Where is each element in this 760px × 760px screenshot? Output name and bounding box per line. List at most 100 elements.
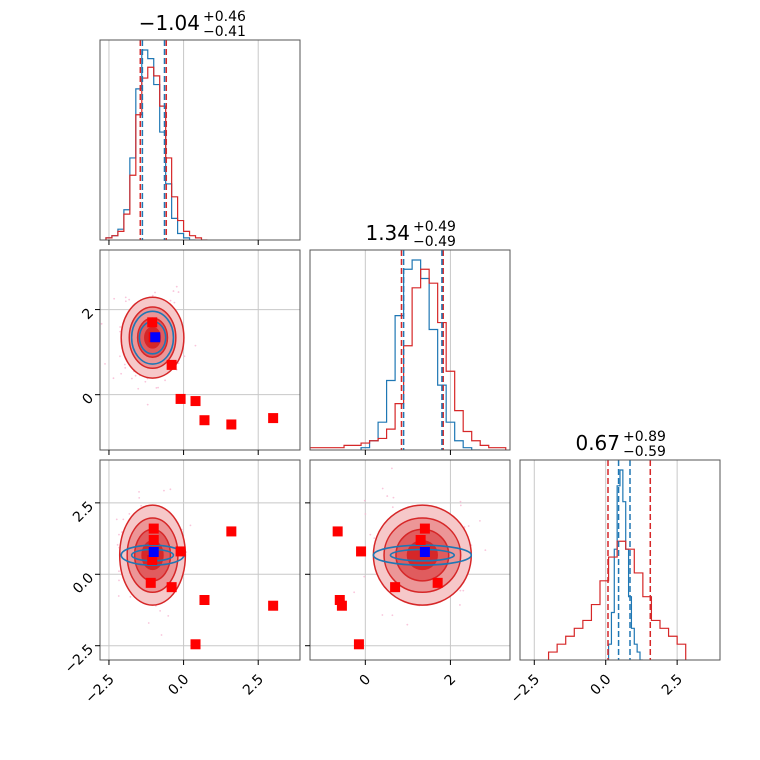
pair-cell-0-1-sample-21 [173,301,176,304]
pair-cell-1-2-sample-82 [391,506,394,509]
pair-cell-0-1-sample-122 [137,387,140,390]
pair-cell-0-2-sample-25 [115,518,118,521]
pair-cell-0-1-sample-46 [112,377,115,380]
pair-cell-0-1-sample-44 [155,386,158,389]
pair-cell-0-2-sample-61 [169,488,172,491]
title-param-0-minus: −0.41 [203,24,246,40]
pair-cell-0-2-sample-35 [122,518,125,521]
pair-cell-1-2-sample-66 [373,537,376,540]
pair-cell-1-2-sample-11 [467,525,470,527]
hist-cell-0-frame [99,39,301,241]
pair-cell-0-2-sample-53 [138,490,140,493]
pair-cell-0-2-sample-67 [167,614,170,617]
pair-cell-0-1-marker-4 [190,396,201,407]
pair-cell-0-1-sample-15 [130,377,133,380]
pair-cell-0-1-marker-2 [166,359,177,370]
title-param-2-minus: −0.59 [623,444,666,460]
title-param-1-plus: +0.49 [413,219,456,235]
hist-cell-1-frame [309,249,511,451]
pair-cell-1-2-sample-31 [381,614,384,616]
pair-cell-0-2-sample-128 [129,595,132,598]
pair-cell-0-2-ytick-label-2: 2.5 [70,499,97,526]
hist-cell-0-secondary-hist [105,49,196,240]
pair-cell-0-1-truth-marker [150,332,161,343]
pair-cell-0-2-xtick-label-1: 0.0 [165,672,192,699]
pair-cell-1-2-sample-19 [392,496,395,499]
pair-cell-0-2-marker-1 [148,535,159,545]
pair-cell-0-1-sample-133 [113,297,116,300]
pair-cell-0-1-sample-138 [146,403,149,406]
pair-cell-1-2-sample-123 [462,589,465,592]
pair-cell-0-1-sample-42 [151,294,154,297]
pair-cell-1-2-sample-114 [463,526,466,528]
pair-cell-1-2-sample-78 [406,623,409,626]
pair-cell-0-1-marks [100,285,279,430]
pair-cell-1-2-sample-17 [391,614,394,617]
pair-cell-0-2-marker-8 [268,600,279,611]
pair-cell-0-1-marker-5 [199,415,210,426]
pair-cell-1-2-secondary-contour-0 [372,544,473,566]
hist-cell-0-marks [105,40,208,240]
pair-cell-0-1-frame [99,249,301,451]
pair-cell-0-2-marker-5 [166,582,177,593]
pair-cell-0-1-sample-102 [175,285,178,288]
pair-cell-0-2-marker-2 [147,555,158,565]
pair-cell-1-2-xtick-label-1: 2 [442,672,460,690]
title-param-1: 1.34 [365,221,410,245]
pair-cell-1-2-sample-25 [484,549,487,551]
pair-cell-1-2-marks [332,467,487,650]
pair-cell-1-2-sample-22 [353,591,356,594]
pair-cell-0-1-sample-57 [144,380,147,383]
pair-cell-1-2-sample-137 [363,499,366,502]
pair-cell-1-2-sample-107 [369,533,372,536]
pair-cell-0-1-sample-126 [104,362,106,365]
pair-cell-0-1-sample-67 [123,363,126,366]
pair-cell-0-1-marker-0 [147,317,158,328]
pair-cell-1-2-sample-134 [386,495,389,497]
pair-cell-0-1-sample-16 [124,366,127,369]
pair-cell-0-1-sample-105 [120,372,123,375]
hist-cell-2-marks [547,460,687,660]
pair-cell-1-2-sample-48 [459,500,462,503]
hist-cell-1-bg [310,250,510,450]
pair-cell-0-2-marker-9 [190,639,201,650]
pair-cell-0-2-sample-2 [163,489,165,492]
pair-cell-1-2-marker-4 [353,639,364,650]
title-param-0-plus: +0.46 [203,9,246,25]
pair-cell-0-1-sample-36 [128,298,131,301]
pair-cell-1-2-marker-3 [336,600,347,611]
pair-cell-0-2-ytick-label-1: 0.0 [70,570,97,597]
pair-cell-0-2-sample-17 [159,609,162,612]
hist-cell-0-bg [100,40,300,240]
pair-cell-0-1-sample-9 [177,291,180,293]
pair-cell-0-1-sample-100 [177,362,180,365]
pair-cell-1-2-marker-6 [415,535,426,545]
pair-cell-0-2-marker-4 [145,577,156,588]
pair-cell-0-2-marker-0 [148,523,159,534]
pair-cell-0-1-ytick-label-1: 2 [79,305,97,323]
pair-cell-0-1-sample-70 [119,326,122,328]
pair-cell-1-2-marker-8 [432,577,443,588]
pair-cell-1-2-sample-81 [459,504,462,507]
pair-cell-0-2-xtick-label-0: −2.5 [82,672,117,707]
hist-cell-2-xtick-label-0: −2.5 [508,672,543,707]
pair-cell-0-2-sample-55 [128,512,131,515]
pair-cell-0-1-sample-6 [164,379,166,382]
pair-cell-0-1-sample-31 [154,291,156,294]
pair-cell-0-2-sample-137 [118,579,120,582]
pair-cell-0-1-marker-7 [268,413,279,424]
pair-cell-0-2-marker-3 [175,546,186,557]
pair-cell-0-1-sample-14 [100,322,103,325]
pair-cell-0-2-frame [99,459,301,661]
pair-cell-1-2-marker-5 [390,582,401,593]
pair-cell-0-2-sample-20 [140,504,143,507]
pair-cell-1-2-sample-93 [479,519,481,522]
title-param-2-plus: +0.89 [623,429,666,445]
pair-cell-1-2-marker-2 [334,595,345,605]
pair-cell-1-2-sample-84 [459,589,462,592]
pair-cell-1-2-marker-1 [356,546,367,557]
pair-cell-0-2-marks [115,488,279,650]
hist-cell-1-primary-hist [310,268,507,450]
pair-cell-1-2-sample-126 [364,513,367,515]
